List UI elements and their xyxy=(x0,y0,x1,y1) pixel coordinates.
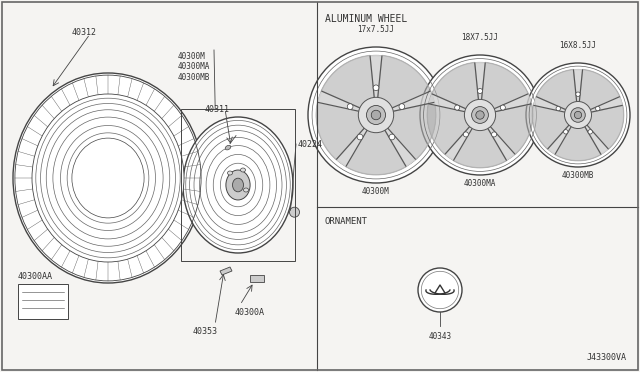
Ellipse shape xyxy=(225,145,231,150)
Text: 17x7.5JJ: 17x7.5JJ xyxy=(358,25,394,34)
Polygon shape xyxy=(346,130,406,175)
Circle shape xyxy=(465,99,495,131)
Circle shape xyxy=(596,106,600,111)
Polygon shape xyxy=(536,70,577,110)
Circle shape xyxy=(399,104,404,109)
Circle shape xyxy=(289,207,300,217)
Polygon shape xyxy=(490,104,532,154)
Text: 40300AA: 40300AA xyxy=(18,272,53,281)
Polygon shape xyxy=(532,105,570,149)
Circle shape xyxy=(564,130,568,134)
Ellipse shape xyxy=(243,188,248,192)
Polygon shape xyxy=(534,97,566,112)
Circle shape xyxy=(476,111,484,119)
Polygon shape xyxy=(370,56,382,98)
Circle shape xyxy=(576,92,580,96)
Ellipse shape xyxy=(226,170,250,200)
Polygon shape xyxy=(431,62,479,109)
Circle shape xyxy=(556,106,561,111)
Text: 40300A: 40300A xyxy=(235,308,265,317)
Circle shape xyxy=(348,104,353,109)
Circle shape xyxy=(420,55,540,175)
Text: 40300MA: 40300MA xyxy=(464,179,496,188)
Text: 40343: 40343 xyxy=(428,332,452,341)
Polygon shape xyxy=(481,62,529,109)
Ellipse shape xyxy=(13,73,203,283)
Ellipse shape xyxy=(32,94,184,262)
Circle shape xyxy=(564,102,591,128)
Polygon shape xyxy=(321,55,374,108)
Text: 16X8.5JJ: 16X8.5JJ xyxy=(559,41,596,50)
Circle shape xyxy=(463,132,468,137)
Circle shape xyxy=(472,107,488,124)
Text: 40224: 40224 xyxy=(298,140,323,149)
Circle shape xyxy=(358,97,394,133)
Bar xyxy=(181,109,295,261)
Polygon shape xyxy=(429,94,467,112)
Circle shape xyxy=(357,134,363,140)
Text: 40353: 40353 xyxy=(193,327,218,336)
Circle shape xyxy=(367,106,385,125)
Polygon shape xyxy=(548,125,572,154)
Polygon shape xyxy=(445,126,472,160)
Polygon shape xyxy=(587,105,624,149)
Text: ORNAMENT: ORNAMENT xyxy=(325,217,368,226)
Circle shape xyxy=(389,134,395,140)
Polygon shape xyxy=(590,97,622,112)
Circle shape xyxy=(477,89,483,93)
Polygon shape xyxy=(337,128,367,166)
Polygon shape xyxy=(573,70,582,102)
Text: 18X7.5JJ: 18X7.5JJ xyxy=(461,33,499,42)
Bar xyxy=(250,275,264,282)
Text: 40300MB: 40300MB xyxy=(562,171,594,180)
Circle shape xyxy=(500,105,506,110)
Text: 40312: 40312 xyxy=(72,28,97,37)
Text: J43300VA: J43300VA xyxy=(587,353,627,362)
Polygon shape xyxy=(392,91,434,111)
Polygon shape xyxy=(555,126,601,161)
Ellipse shape xyxy=(227,171,232,175)
Circle shape xyxy=(418,268,462,312)
Polygon shape xyxy=(378,55,431,108)
Ellipse shape xyxy=(241,168,246,172)
Text: 40300M: 40300M xyxy=(362,187,390,196)
Polygon shape xyxy=(475,63,485,100)
Circle shape xyxy=(492,132,497,137)
Circle shape xyxy=(454,105,460,110)
Polygon shape xyxy=(488,126,515,160)
Bar xyxy=(18,284,68,319)
Text: ALUMINUM WHEEL: ALUMINUM WHEEL xyxy=(325,14,407,24)
Polygon shape xyxy=(493,94,531,112)
Polygon shape xyxy=(387,102,436,160)
Ellipse shape xyxy=(72,138,144,218)
Ellipse shape xyxy=(232,178,243,192)
Polygon shape xyxy=(584,125,608,154)
Ellipse shape xyxy=(183,117,293,253)
Circle shape xyxy=(574,111,582,119)
Text: 40300M
40300MA
40300MB: 40300M 40300MA 40300MB xyxy=(178,52,211,82)
Polygon shape xyxy=(428,104,470,154)
Polygon shape xyxy=(385,128,415,166)
Polygon shape xyxy=(453,128,507,168)
Circle shape xyxy=(526,63,630,167)
Polygon shape xyxy=(318,91,360,111)
Circle shape xyxy=(373,85,379,91)
Circle shape xyxy=(308,47,444,183)
Polygon shape xyxy=(579,70,620,110)
Polygon shape xyxy=(220,267,232,275)
Circle shape xyxy=(588,130,593,134)
Text: 40311: 40311 xyxy=(205,105,230,114)
Polygon shape xyxy=(316,102,365,160)
Circle shape xyxy=(371,110,381,120)
Circle shape xyxy=(571,108,585,122)
